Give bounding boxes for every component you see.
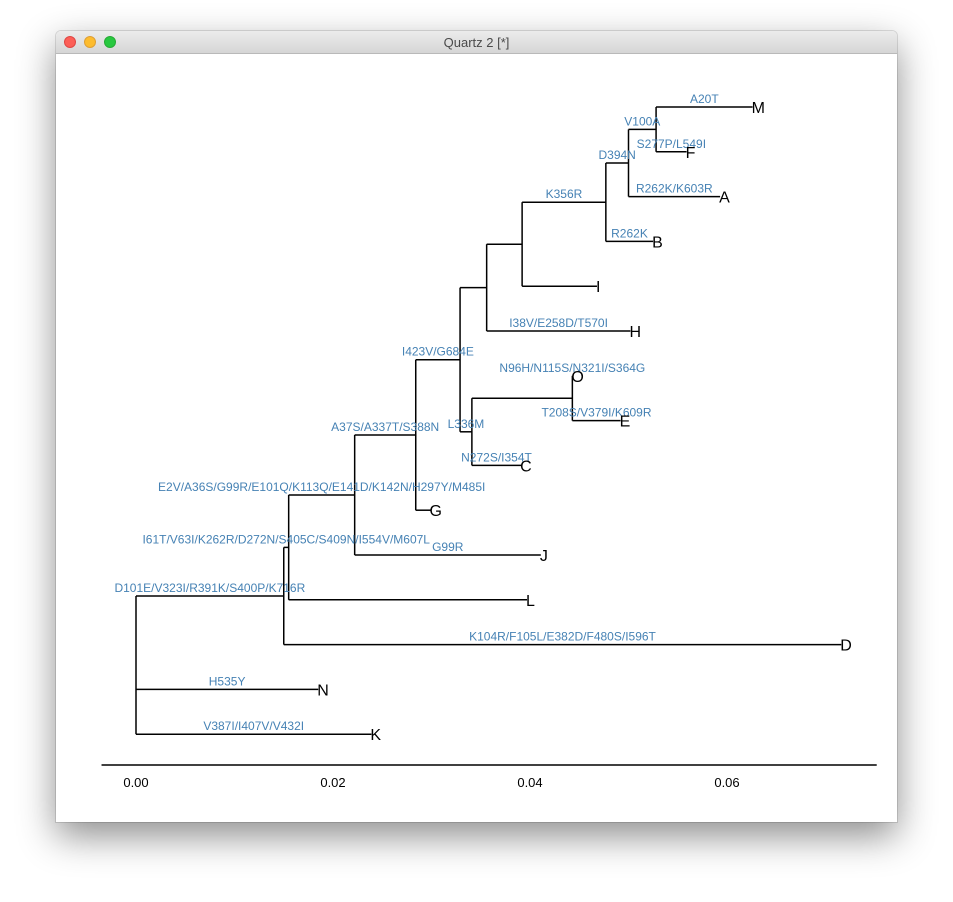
mutation-label-n3: E2V/A36S/G99R/E101Q/K113Q/E141D/K142N/H2… (158, 480, 485, 494)
mutation-label-tip-m: A20T (690, 92, 719, 106)
mutation-label-n10: V100A (624, 114, 660, 128)
mutation-label-tip-a: R262K/K603R (636, 182, 713, 196)
mutation-label-tip-c: N272S/I354T (461, 450, 532, 464)
mutation-label-tip-h: I38V/E258D/T570I (509, 316, 608, 330)
mutation-label-n5: I423V/G684E (402, 345, 474, 359)
tip-label-tip-j: J (540, 548, 548, 565)
tip-label-tip-l: L (526, 593, 535, 610)
mutation-label-tip-k: V387I/I407V/V432I (203, 719, 304, 733)
mutation-label-n1: D101E/V323I/R391K/S400P/K716R (114, 581, 305, 595)
tip-label-tip-m: M (752, 100, 765, 117)
mutation-label-tip-j: G99R (432, 540, 464, 554)
tip-label-tip-a: A (719, 190, 730, 207)
mutation-label-tip-f: S277P/L549I (637, 137, 706, 151)
mutation-label-tip-o: N96H/N115S/N321I/S364G (499, 361, 645, 375)
x-tick-label: 0.02 (320, 775, 345, 790)
mutation-label-n4: A37S/A337T/S388N (331, 420, 439, 434)
tip-label-tip-k: K (370, 727, 381, 744)
mutation-labels: D101E/V323I/R391K/S400P/K716R I61T/V63I/K… (114, 92, 719, 733)
tip-label-tip-i: I (596, 279, 600, 296)
mutation-label-tip-n: H535Y (209, 674, 246, 688)
close-window-button[interactable] (64, 36, 76, 48)
mutation-label-n8: K356R (546, 187, 583, 201)
mutation-label-n9: D394N (598, 148, 635, 162)
zoom-window-button[interactable] (104, 36, 116, 48)
plot-canvas: D101E/V323I/R391K/S400P/K716R I61T/V63I/K… (56, 54, 897, 822)
x-tick-label: 0.04 (517, 775, 542, 790)
mutation-label-tip-d: K104R/F105L/E382D/F480S/I596T (469, 630, 656, 644)
tip-labels: M F A B I H O E C G J L D N K (317, 100, 852, 744)
x-tick-label: 0.00 (123, 775, 148, 790)
mutation-label-n2: I61T/V63I/K262R/D272N/S405C/S409N/I554V/… (142, 532, 430, 546)
x-axis: 0.00 0.02 0.04 0.06 (101, 764, 877, 790)
tip-label-tip-h: H (629, 324, 641, 341)
tree-edges (135, 106, 842, 735)
x-tick-label: 0.06 (714, 775, 739, 790)
tip-label-tip-b: B (652, 234, 663, 251)
title-bar[interactable]: Quartz 2 [*] (56, 31, 897, 54)
phylogenetic-tree-plot: D101E/V323I/R391K/S400P/K716R I61T/V63I/K… (101, 92, 877, 790)
tip-label-tip-f: F (686, 145, 696, 162)
tip-label-tip-e: E (620, 414, 631, 431)
tip-label-tip-d: D (840, 638, 852, 655)
mutation-label-n11: L336M (448, 417, 485, 431)
window-title: Quartz 2 [*] (443, 35, 510, 50)
mutation-label-tip-e: T208S/V379I/K609R (541, 406, 651, 420)
tip-label-tip-n: N (317, 682, 329, 699)
mutation-label-tip-b: R262K (611, 226, 648, 240)
quartz-window: Quartz 2 [*] D101E/V323I/R391K/S400P/K71… (56, 31, 897, 822)
minimize-window-button[interactable] (84, 36, 96, 48)
tip-label-tip-o: O (571, 369, 583, 386)
tip-label-tip-g: G (430, 503, 442, 520)
tip-label-tip-c: C (520, 458, 532, 475)
